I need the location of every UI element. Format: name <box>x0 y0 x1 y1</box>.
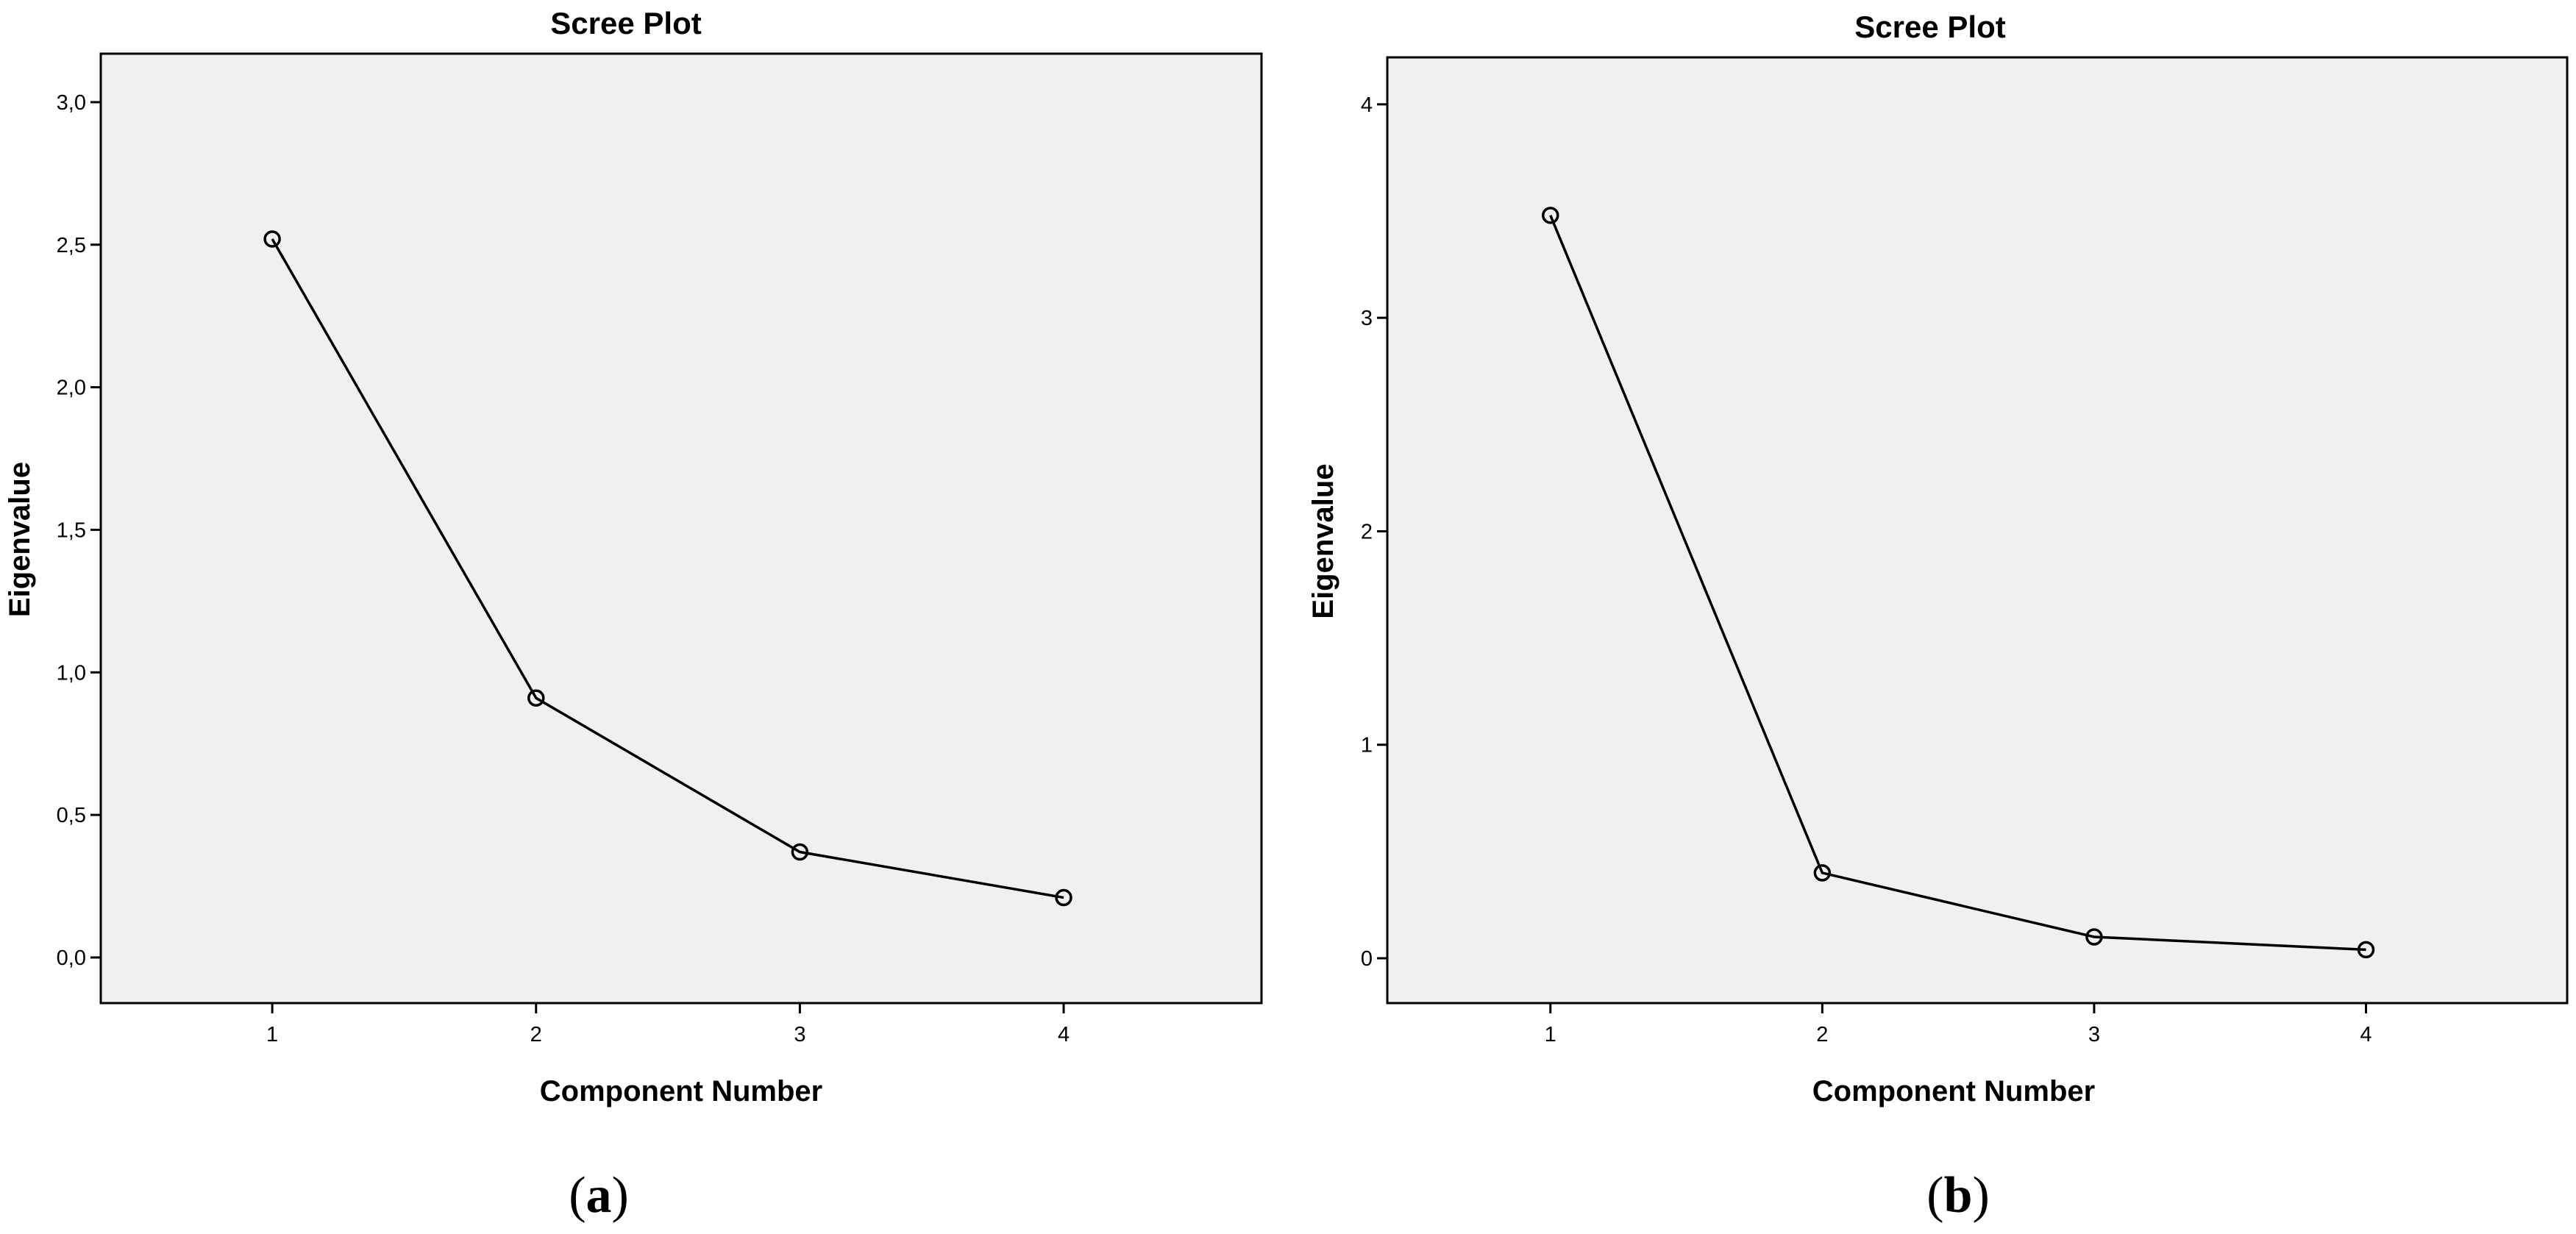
caption-letter: b <box>1944 1167 1973 1224</box>
y-tick-label: 1,0 <box>57 661 86 685</box>
x-tick-label: 1 <box>266 1023 278 1046</box>
caption-open-paren: ( <box>569 1167 586 1224</box>
data-point-4 <box>2357 941 2375 959</box>
caption-close-paren: ) <box>612 1167 629 1224</box>
y-tick-label: 1,5 <box>57 518 86 542</box>
x-axis-label: Component Number <box>540 1075 822 1108</box>
y-tick-label: 3 <box>1361 307 1373 330</box>
panel-caption: (b) <box>1926 1167 1990 1224</box>
scree-plot-panel-a: Scree Plot 0,0 0,5 1,0 1,5 2,0 2,5 3,0 1 2 3 4 Compo… <box>4 6 1263 1224</box>
plot-area <box>1386 56 2569 1005</box>
x-tick-label: 2 <box>530 1023 542 1046</box>
x-tick-label: 2 <box>1816 1023 1828 1046</box>
y-tick-label: 4 <box>1361 93 1373 117</box>
x-tick-label: 1 <box>1545 1023 1556 1046</box>
data-point-1 <box>263 230 281 248</box>
eigenvalue-line <box>1549 215 2366 952</box>
data-point-2 <box>527 689 545 707</box>
panel-caption: (a) <box>569 1167 629 1224</box>
x-tick-label: 3 <box>2088 1023 2100 1046</box>
y-tick-label: 2,5 <box>57 234 86 257</box>
x-tick-label: 4 <box>1058 1023 1070 1046</box>
x-tick-label: 3 <box>794 1023 805 1046</box>
data-point-1 <box>1542 207 1559 224</box>
data-point-3 <box>2085 928 2103 946</box>
caption-letter: a <box>586 1167 612 1224</box>
y-tick-label: 0 <box>1361 947 1373 971</box>
caption-close-paren: ) <box>1972 1167 1989 1224</box>
caption-open-paren: ( <box>1926 1167 1943 1224</box>
plot-area <box>99 52 1263 1005</box>
y-axis-label: Eigenvalue <box>4 462 36 617</box>
x-tick-label: 4 <box>2360 1023 2372 1046</box>
y-tick-label: 0,0 <box>57 946 86 970</box>
y-tick-label: 2 <box>1361 520 1373 543</box>
y-tick-label: 2,0 <box>57 377 86 400</box>
x-axis-label: Component Number <box>1812 1075 2095 1108</box>
scree-plot-panel-b: Scree Plot 0 1 2 3 4 1 2 3 4 Component Number Eigen… <box>1307 10 2569 1224</box>
y-tick-label: 1 <box>1361 734 1373 757</box>
data-point-3 <box>791 843 809 861</box>
y-axis-label: Eigenvalue <box>1307 463 1339 618</box>
chart-title: Scree Plot <box>550 6 701 40</box>
y-tick-label: 3,0 <box>57 91 86 115</box>
data-point-2 <box>1813 864 1832 882</box>
eigenvalue-line <box>271 238 1064 899</box>
y-tick-label: 0,5 <box>57 804 86 827</box>
chart-title: Scree Plot <box>1854 10 2005 44</box>
data-point-4 <box>1055 888 1072 907</box>
